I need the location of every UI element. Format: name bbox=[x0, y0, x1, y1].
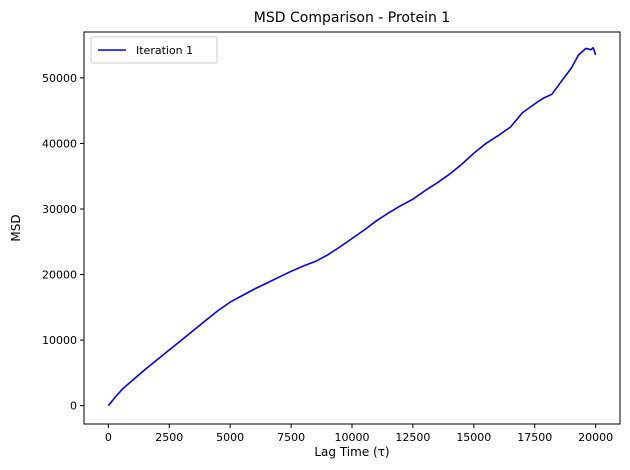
y-tick-label: 40000 bbox=[42, 137, 77, 150]
x-tick-label: 15000 bbox=[456, 431, 491, 444]
chart-title: MSD Comparison - Protein 1 bbox=[254, 10, 450, 26]
x-tick-label: 7500 bbox=[277, 431, 305, 444]
series-layer bbox=[107, 46, 597, 407]
x-tick-label: 5000 bbox=[216, 431, 244, 444]
y-tick-label: 0 bbox=[70, 400, 77, 413]
x-tick-label: 2500 bbox=[155, 431, 183, 444]
y-tick-label: 50000 bbox=[42, 72, 77, 85]
x-axis-label: Lag Time (τ) bbox=[314, 445, 389, 459]
plot-area bbox=[83, 31, 621, 425]
y-axis-label: MSD bbox=[9, 214, 23, 241]
x-tick-label: 10000 bbox=[335, 431, 370, 444]
y-tick-label: 10000 bbox=[42, 334, 77, 347]
y-tick-label: 30000 bbox=[42, 203, 77, 216]
legend: Iteration 1 bbox=[90, 36, 218, 64]
x-tick-label: 17500 bbox=[517, 431, 552, 444]
x-axis-ticks: 0 2500 5000 7500 10000 12500 15000 17500 20000 bbox=[105, 424, 613, 444]
y-tick-label: 20000 bbox=[42, 269, 77, 282]
y-axis-ticks: 0 10000 20000 30000 40000 50000 bbox=[42, 72, 84, 413]
x-tick-label: 20000 bbox=[578, 431, 613, 444]
x-tick-label: 0 bbox=[105, 431, 112, 444]
legend-label-iteration-1: Iteration 1 bbox=[136, 44, 193, 57]
x-tick-label: 12500 bbox=[395, 431, 430, 444]
series-line-iteration-1 bbox=[107, 46, 597, 407]
legend-box bbox=[90, 36, 218, 64]
